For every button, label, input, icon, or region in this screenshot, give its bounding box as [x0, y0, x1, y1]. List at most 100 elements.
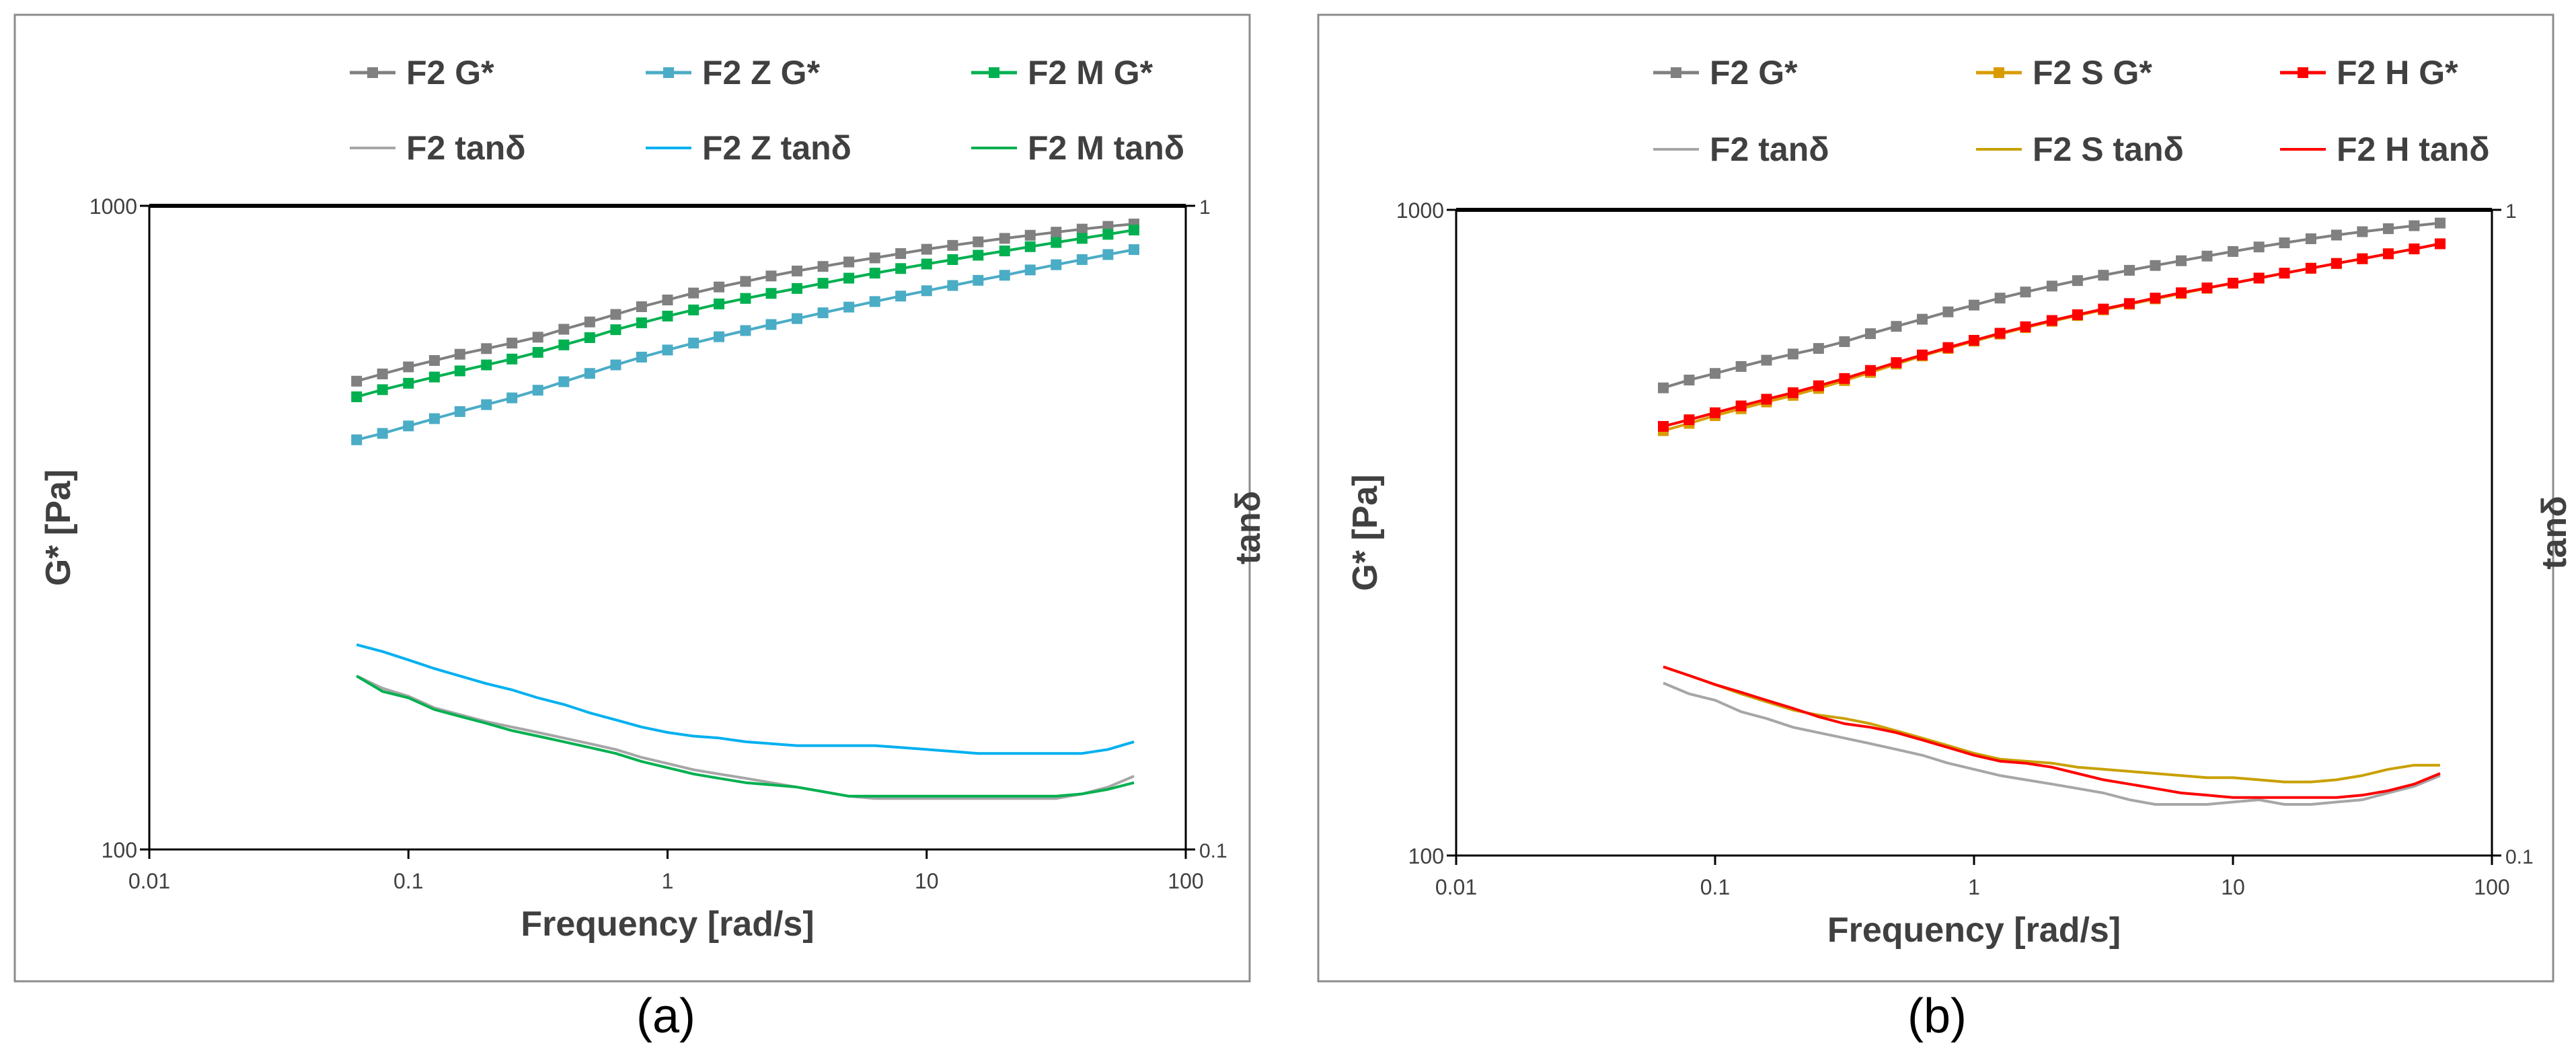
x-tick-label: 0.01	[1435, 875, 1477, 899]
data-point-f2-gstar	[1024, 229, 1036, 241]
data-point-f2-z-gstar	[714, 331, 725, 342]
data-point-f2-gstar	[1787, 348, 1798, 360]
data-point-f2-gstar	[351, 375, 363, 387]
x-tick-label: 10	[2221, 875, 2245, 899]
data-point-f2-m-gstar	[558, 339, 570, 350]
legend-label: F2 Z G*	[702, 54, 821, 91]
data-point-f2-z-gstar	[1102, 249, 1114, 260]
data-point-f2-m-gstar	[714, 298, 725, 309]
data-point-f2-gstar	[1942, 306, 1954, 317]
legend-label: F2 Z tanδ	[702, 129, 851, 167]
data-point-f2-gstar	[532, 332, 543, 343]
data-point-f2-h-gstar	[2253, 272, 2265, 284]
y2-tick-label: 0.1	[2505, 846, 2534, 868]
legend-swatch-marker	[1671, 67, 1681, 78]
legend-item-f2-m-gstar: F2 M G*	[971, 54, 1153, 91]
data-point-f2-m-gstar	[1076, 233, 1088, 244]
series-f2-s-tandelta	[1663, 665, 2440, 784]
data-point-f2-gstar	[2201, 250, 2213, 262]
data-point-f2-z-gstar	[869, 296, 880, 307]
data-point-f2-gstar	[999, 233, 1010, 244]
series-f2-h-gstar	[1658, 238, 2446, 432]
data-point-f2-m-gstar	[869, 268, 880, 279]
x-tick-label: 0.01	[128, 869, 170, 893]
data-point-f2-z-gstar	[636, 351, 647, 363]
data-point-f2-gstar	[1917, 313, 1928, 325]
data-point-f2-h-gstar	[1839, 373, 1850, 384]
legend-label: F2 M tanδ	[1028, 129, 1184, 167]
data-point-f2-h-gstar	[2020, 321, 2031, 332]
data-point-f2-z-gstar	[1051, 259, 1062, 270]
data-point-f2-h-gstar	[1891, 357, 1902, 369]
data-point-f2-h-gstar	[2098, 303, 2109, 315]
y-tick-label: 100	[1408, 844, 1444, 868]
data-point-f2-gstar	[2331, 229, 2342, 241]
data-point-f2-h-gstar	[1710, 407, 1720, 418]
legend-swatch-marker	[367, 67, 378, 78]
data-point-f2-h-gstar	[2228, 277, 2238, 289]
data-point-f2-z-gstar	[377, 428, 388, 439]
legend-swatch-marker	[663, 67, 674, 78]
data-point-f2-gstar	[2150, 260, 2161, 271]
data-point-f2-gstar	[817, 261, 829, 272]
series-line-f2-h-tandelta	[1663, 665, 2441, 799]
data-point-f2-m-gstar	[1024, 241, 1036, 252]
data-point-f2-z-gstar	[792, 313, 803, 324]
y-axis-title: G* [Pa]	[1346, 474, 1385, 591]
data-point-f2-h-gstar	[2123, 298, 2135, 309]
data-point-f2-gstar	[2098, 270, 2109, 281]
data-point-f2-z-gstar	[895, 291, 907, 302]
data-point-f2-m-gstar	[403, 377, 414, 389]
data-point-f2-z-gstar	[740, 325, 751, 336]
data-point-f2-gstar	[2046, 280, 2057, 292]
data-point-f2-h-gstar	[2305, 262, 2316, 274]
chart-panel-a: F2 G* F2 Z G* F2 M G* F2 tanδ F2 Z tanδ F2 M …	[13, 13, 1268, 1043]
data-point-f2-m-gstar	[532, 346, 543, 358]
data-point-f2-m-gstar	[610, 324, 621, 336]
data-point-f2-h-gstar	[1761, 393, 1772, 405]
data-point-f2-h-gstar	[1787, 387, 1798, 398]
legend-item-f2-gstar: F2 G*	[350, 54, 494, 91]
data-point-f2-z-gstar	[454, 406, 465, 417]
data-point-f2-gstar	[688, 287, 699, 299]
data-point-f2-gstar	[454, 348, 465, 360]
data-point-f2-gstar	[1735, 361, 1747, 372]
data-point-f2-h-gstar	[1969, 334, 1979, 346]
data-point-f2-z-gstar	[999, 270, 1010, 281]
data-point-f2-gstar	[2072, 275, 2083, 287]
data-point-f2-h-gstar	[2072, 309, 2083, 320]
data-point-f2-m-gstar	[662, 310, 673, 321]
data-point-f2-z-gstar	[662, 344, 673, 356]
legend-item-f2-z-tandelta: F2 Z tanδ	[646, 129, 851, 167]
data-point-f2-z-gstar	[610, 359, 621, 371]
legend-swatch-marker	[2298, 67, 2308, 78]
figure-caption: (b)	[1907, 989, 1967, 1043]
data-point-f2-m-gstar	[1051, 237, 1062, 248]
data-point-f2-gstar	[2409, 220, 2420, 231]
data-point-f2-m-gstar	[377, 384, 388, 395]
data-point-f2-gstar	[1813, 343, 1824, 354]
data-point-f2-h-gstar	[1735, 400, 1747, 412]
legend-item-f2-s-tandelta: F2 S tanδ	[1976, 130, 2184, 168]
legend-label: F2 G*	[1710, 54, 1798, 91]
x-tick-label: 0.1	[393, 869, 423, 893]
data-point-f2-gstar	[1839, 336, 1850, 347]
data-point-f2-m-gstar	[1128, 225, 1139, 236]
data-point-f2-gstar	[558, 324, 570, 335]
data-point-f2-m-gstar	[973, 250, 984, 261]
series-line-f2-s-tandelta	[1663, 665, 2440, 784]
data-point-f2-z-gstar	[506, 392, 518, 404]
data-point-f2-z-gstar	[351, 434, 363, 445]
data-point-f2-gstar	[792, 265, 803, 276]
series-f2-gstar	[1658, 217, 2446, 393]
legend-swatch-marker	[1994, 67, 2004, 78]
legend-item-f2-h-gstar: F2 H G*	[2280, 54, 2458, 91]
x-tick-label: 1	[662, 869, 674, 893]
legend-item-f2-tandelta: F2 tanδ	[1653, 130, 1829, 168]
data-point-f2-h-gstar	[1683, 414, 1695, 426]
x-tick-label: 1	[1968, 875, 1980, 899]
series-f2-z-tandelta	[356, 643, 1135, 755]
data-point-f2-gstar	[947, 239, 958, 251]
data-point-f2-z-gstar	[1024, 264, 1036, 276]
